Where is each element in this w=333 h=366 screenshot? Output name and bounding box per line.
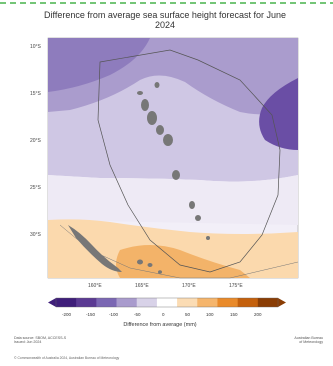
lat-label-30s: 30°S: [30, 232, 42, 238]
lat-label-15s: 15°S: [30, 91, 42, 97]
colorbar-segment: [76, 298, 97, 307]
cb-tick-5: 50: [185, 312, 191, 317]
cb-tick-8: 200: [254, 312, 262, 317]
lon-label-175e: 175°E: [229, 283, 243, 289]
cb-tick-2: -100: [109, 312, 119, 317]
cb-tick-3: -50: [134, 312, 141, 317]
colorbar-title: Difference from average (mm): [123, 322, 197, 328]
colorbar-segment: [56, 298, 77, 307]
footer-right-line1: Australian Bureau: [294, 336, 323, 340]
lat-label-10s: 10°S: [30, 44, 42, 50]
lat-label-25s: 25°S: [30, 185, 42, 191]
footer-right: Australian Bureau of Meteorology: [294, 336, 323, 345]
colorbar-segment: [156, 298, 178, 307]
lon-label-160e: 160°E: [88, 283, 102, 289]
cb-tick-6: 100: [206, 312, 214, 317]
lon-label-165e: 165°E: [135, 283, 149, 289]
colorbar-segment: [217, 298, 238, 307]
colorbar-segment: [96, 298, 117, 307]
eez-boundary: [97, 49, 281, 273]
colorbar-segment: [257, 298, 279, 307]
colorbar-segment: [136, 298, 158, 307]
footer-copyright: © Commonwealth of Australia 2024, Austra…: [14, 356, 120, 360]
colorbar-segment: [116, 298, 138, 307]
colorbar-left-arrow: [48, 298, 56, 307]
colorbar: [48, 297, 286, 308]
colorbar-tick-labels: -200 -150 -100 -50 0 50 100 150 200: [62, 312, 262, 317]
colorbar-segment: [197, 298, 218, 307]
colorbar-right-arrow: [278, 298, 286, 307]
main-island-south: [68, 225, 122, 272]
lon-label-170e: 170°E: [182, 283, 196, 289]
anomaly-region-dark-purple-east: [259, 78, 298, 150]
colorbar-segment: [237, 298, 259, 307]
anomaly-region-dark-purple-west: [48, 38, 150, 92]
colorbar-frame: [55, 297, 279, 308]
footer-left-line1: Data source: SBOM, ACCESS-S: [14, 336, 67, 340]
footer-right-line2: of Meteorology: [299, 340, 323, 345]
cb-tick-7: 150: [230, 312, 238, 317]
footer-left: Data source: SBOM, ACCESS-S Issued: Jun …: [14, 336, 66, 345]
southern-small-islands: [137, 259, 162, 274]
lat-label-20s: 20°S: [30, 138, 42, 144]
map-title: Difference from average sea surface heig…: [44, 10, 286, 30]
colorbar-segment: [177, 298, 198, 307]
cb-tick-4: 0: [162, 312, 165, 317]
latitude-labels: 10°S 15°S 20°S 25°S 30°S: [30, 44, 42, 238]
anomaly-region-near-neutral: [48, 175, 298, 225]
cb-tick-1: -150: [86, 312, 96, 317]
island-chain: [137, 82, 210, 240]
longitude-labels: 160°E 165°E 170°E 175°E: [88, 283, 243, 289]
cb-tick-0: -200: [62, 312, 72, 317]
top-dashed-border: [0, 2, 333, 4]
footer-left-line2: Issued: Jun 2024: [14, 340, 42, 345]
